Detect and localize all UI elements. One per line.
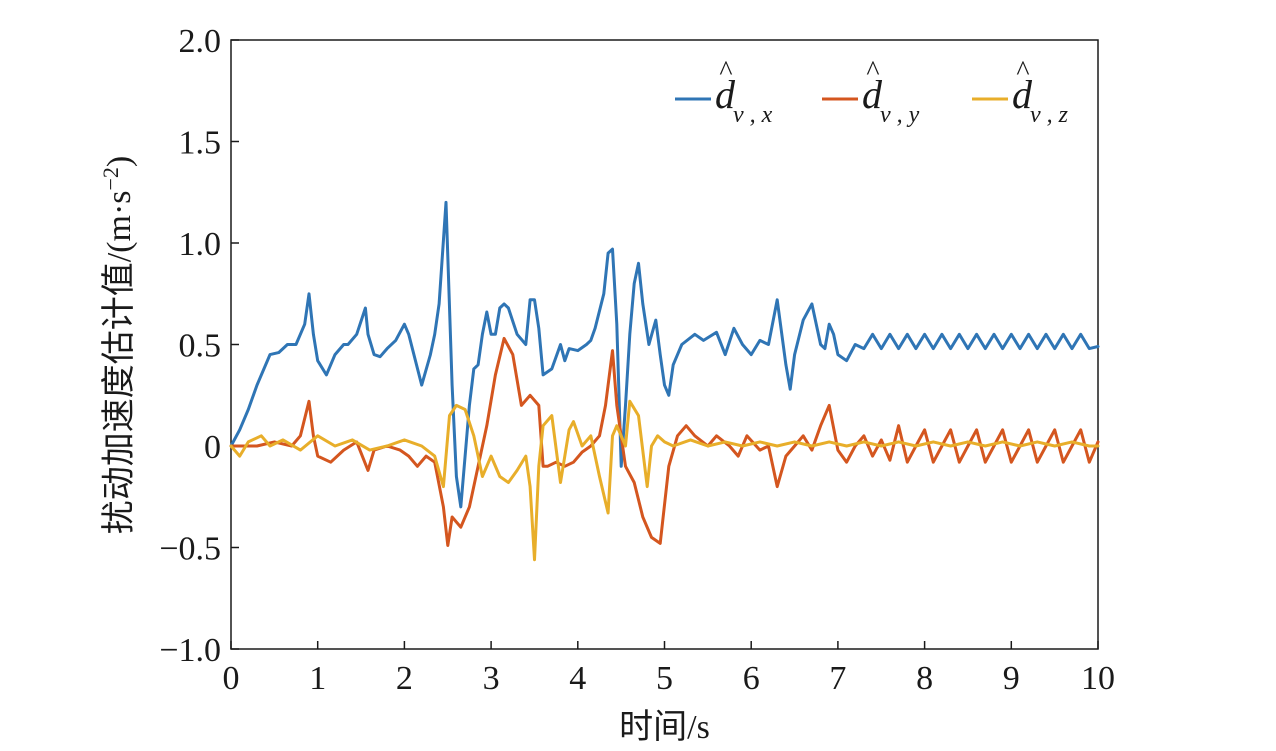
x-tick-label: 1	[309, 660, 326, 697]
y-axis-title-exponent: −2	[98, 167, 123, 190]
y-tick-label: −0.5	[159, 531, 221, 568]
y-tick-label: 1.5	[179, 125, 222, 162]
legend-label-main: d	[1012, 72, 1033, 117]
x-tick-label: 4	[569, 660, 586, 697]
legend-item-3: d^v , z	[972, 56, 1069, 128]
y-axis-title-close: )	[101, 156, 138, 167]
legend-label-main: d	[715, 72, 736, 117]
y-tick-label: 2.0	[179, 23, 222, 60]
y-tick-label: 1.0	[179, 226, 222, 263]
legend-hat-icon: ^	[719, 56, 732, 87]
x-axis-title: 时间/s	[619, 709, 710, 746]
legend-item-2: d^v , y	[822, 56, 920, 128]
x-tick-label: 3	[483, 660, 500, 697]
series-line-1	[229, 200, 1100, 509]
plot-frame	[230, 39, 1099, 650]
series-line-3	[229, 399, 1100, 562]
legend-label-main: d	[862, 72, 883, 117]
x-axis: 0 1 2 3 4 5 6 7 8 9 10	[223, 641, 1115, 697]
x-tick-label: 9	[1003, 660, 1020, 697]
legend-hat-icon: ^	[1016, 56, 1029, 87]
x-tick-label: 5	[656, 660, 673, 697]
y-axis: −1.0 −0.5 0 0.5 1.0 1.5 2.0	[159, 23, 239, 669]
series-line-2	[229, 336, 1100, 547]
y-tick-label: 0	[204, 429, 221, 466]
y-tick-label: 0.5	[179, 328, 222, 365]
y-tick-label: −1.0	[159, 632, 221, 669]
y-axis-title: 扰动加速度估计值/(m·s−2)	[98, 156, 138, 535]
legend-label-subscript: v , x	[733, 102, 773, 128]
legend-item-1: d^v , x	[675, 56, 773, 128]
legend-hat-icon: ^	[866, 56, 879, 87]
x-tick-label: 10	[1081, 660, 1115, 697]
x-tick-label: 6	[743, 660, 760, 697]
y-axis-title-main: 扰动加速度估计值/(m·s	[100, 190, 138, 534]
series-layer	[229, 200, 1100, 562]
legend-label-subscript: v , y	[880, 102, 920, 128]
x-tick-label: 2	[396, 660, 413, 697]
legend-label-subscript: v , z	[1030, 102, 1069, 128]
x-tick-label: 7	[829, 660, 846, 697]
x-tick-label: 0	[223, 660, 240, 697]
legend: d^v , x d^v , y d^v , z	[675, 56, 1069, 128]
x-tick-label: 8	[916, 660, 933, 697]
